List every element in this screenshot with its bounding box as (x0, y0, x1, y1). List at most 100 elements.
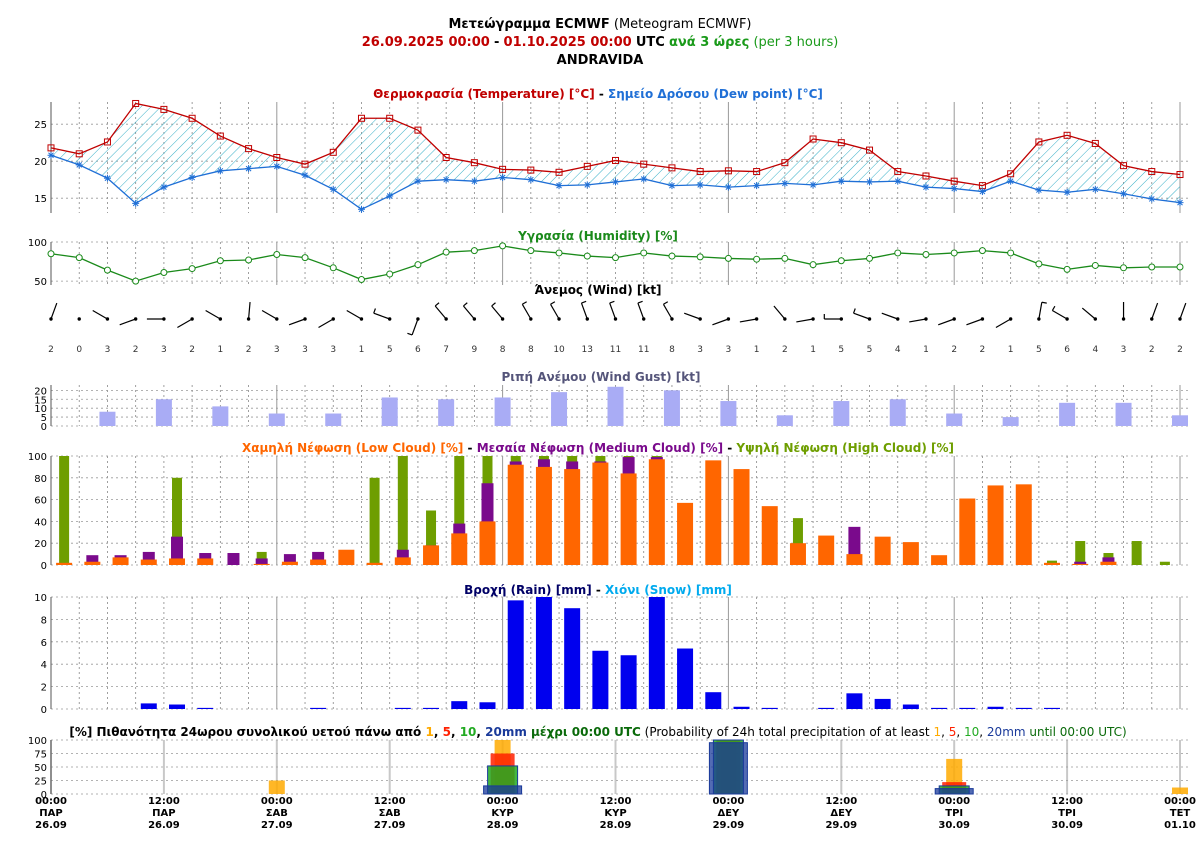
gust-ytick: 15 (34, 395, 47, 406)
snow-title: Χιόνι (Snow) [mm] (605, 583, 732, 597)
dewpoint-point (1120, 190, 1128, 198)
temperature-ytick: 20 (34, 157, 47, 168)
prob-title-greek: [%] Πιθανότητα 24ωρου συνολικού υετού πά… (69, 725, 425, 739)
low-cloud-bar (592, 462, 609, 565)
x-axis-time: 12:00 (1051, 796, 1083, 807)
wind-speed-label: 2 (951, 345, 957, 355)
cloud-ytick: 40 (34, 517, 47, 528)
wind-barb (909, 317, 928, 323)
wind-barb (662, 301, 674, 321)
low-cloud-bar (253, 563, 270, 565)
wind-barb-flag (609, 300, 615, 304)
wind-barb-staff (580, 302, 588, 320)
prob-en-comma-3: , (979, 725, 987, 739)
gust-bar (212, 406, 229, 426)
gust-bar (889, 399, 906, 426)
wind-panel-title: Άνεμος (Wind) [kt] (534, 283, 661, 297)
prob-en-until: until 00:00 UTC) (1026, 725, 1127, 739)
temperature-point (160, 105, 168, 113)
rain-bar (535, 597, 552, 709)
wind-barb (1037, 301, 1047, 321)
low-cloud-bar (451, 533, 468, 565)
wind-barb (881, 312, 900, 321)
wind-speed-label: 1 (923, 345, 929, 355)
x-axis-day: ΚΥΡ (491, 808, 513, 819)
temperature-point (442, 154, 450, 161)
humidity-point (527, 247, 535, 255)
wind-speed-label: 0 (76, 345, 82, 355)
wind-speed-label: 1 (359, 345, 365, 355)
prob-ytick: 100 (28, 736, 47, 747)
wind-barb-flag (550, 301, 556, 305)
precip-sep: - (592, 583, 605, 597)
temperature-point (922, 172, 930, 180)
wind-barb-staff (773, 305, 786, 320)
high-cloud-bar (172, 477, 183, 565)
wind-barb-flag (637, 300, 643, 304)
gust-bar (833, 401, 850, 426)
low-cloud-bar (874, 536, 891, 565)
humidity-point (894, 249, 902, 257)
cloud-ytick: 100 (28, 452, 47, 463)
temperature-point (245, 145, 253, 153)
wind-barb-staff (411, 318, 419, 336)
dewpoint-star-stroke (104, 175, 111, 182)
rain-bar (310, 707, 327, 709)
wind-barb (92, 309, 110, 321)
x-axis-date: 27.09 (374, 820, 406, 831)
wind-barb (318, 317, 335, 329)
end-date: 01.10.2025 00:00 (503, 35, 632, 50)
dewpoint-point (103, 174, 111, 182)
wind-speed-label: 5 (867, 345, 873, 355)
x-axis-date: 01.10 (1164, 820, 1196, 831)
probability-bar-20mm (934, 788, 974, 795)
high-cloud-bar (1075, 541, 1086, 565)
low-cloud-bar (733, 469, 750, 565)
low-cloud-bar (931, 555, 948, 565)
prob-en-comma-2: , (956, 725, 964, 739)
gust-bar (663, 390, 680, 426)
temperature-point (753, 168, 761, 176)
wind-barb-flag (373, 308, 376, 314)
temperature-point (837, 139, 845, 147)
temperature-point (950, 177, 958, 185)
temperature-point (668, 164, 676, 172)
prob-ytick: 50 (34, 763, 47, 774)
rain-bar (1015, 707, 1032, 709)
dewpoint-star-stroke (48, 152, 54, 159)
rain-ytick: 10 (34, 593, 47, 604)
rain-bar (394, 707, 411, 709)
timezone: UTC (635, 35, 665, 50)
dewpoint-point (329, 185, 337, 193)
dewpoint-point (1063, 188, 1071, 196)
wind-barb (1150, 302, 1159, 321)
gust-bar (1115, 402, 1132, 426)
medium-cloud-bar (1074, 561, 1087, 565)
dewpoint-point (555, 182, 563, 190)
x-axis-date: 30.09 (938, 820, 970, 831)
dewpoint-star-stroke (471, 178, 478, 185)
low-cloud-bar (507, 464, 524, 565)
prob-title-english: (Probability of 24h total precipitation … (641, 725, 934, 739)
prob-until: μέχρι 00:00 UTC (527, 725, 641, 739)
dewpoint-star-stroke (273, 163, 280, 170)
x-axis-time: 00:00 (35, 796, 67, 807)
wind-barb (1051, 305, 1069, 321)
low-cloud-bar (197, 558, 214, 565)
dewpoint-point (188, 173, 196, 181)
wind-speed-label: 3 (726, 345, 732, 355)
prob-comma-1: , (434, 725, 443, 739)
cloud-ytick: 20 (34, 539, 47, 550)
wind-barb-flag (407, 332, 413, 336)
dewpoint-point (132, 199, 140, 207)
rain-bar (423, 707, 440, 709)
wind-barb (177, 317, 194, 329)
x-axis-day: ΤΡΙ (945, 808, 963, 819)
wind-speed-label: 3 (161, 345, 167, 355)
gust-bar (438, 399, 455, 426)
wind-speed-label: 2 (782, 345, 788, 355)
prob-comma-3: , (476, 725, 485, 739)
rain-bar (1043, 707, 1060, 709)
wind-barb-staff (881, 312, 898, 320)
wind-speed-label: 6 (415, 345, 421, 355)
